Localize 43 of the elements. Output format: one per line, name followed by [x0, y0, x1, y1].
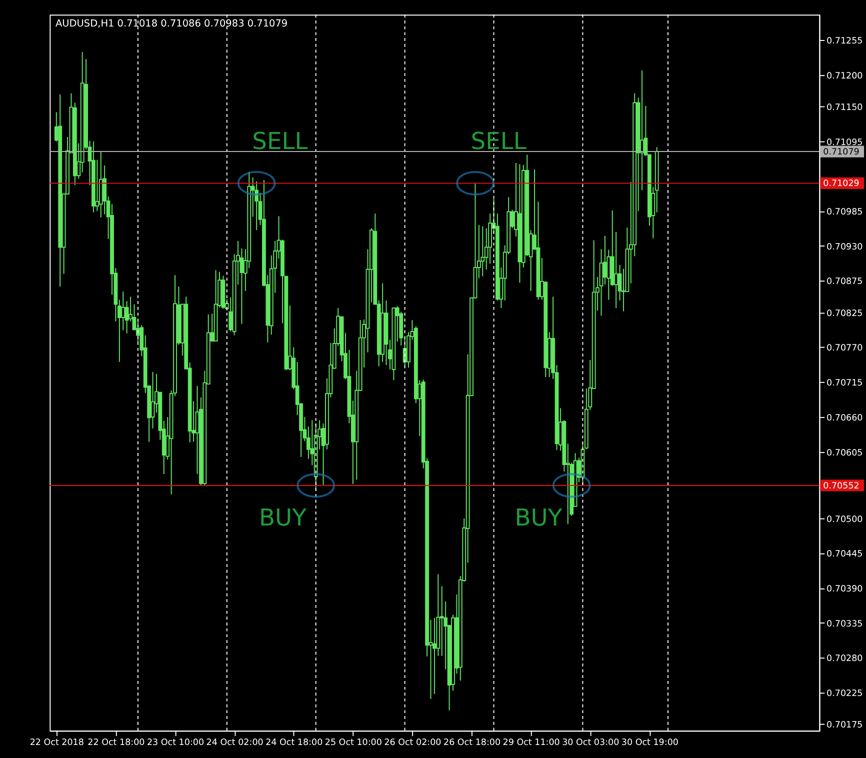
y-tick-label: 0.70335	[826, 619, 863, 630]
annotation: BUY	[514, 503, 563, 532]
y-tick-label: 0.71255	[826, 36, 863, 46]
annotation: BUY	[259, 503, 308, 532]
ref-line-label: 0.71079	[823, 147, 860, 158]
x-tick-label: 30 Oct 03:00	[562, 738, 620, 748]
y-tick-label: 0.70825	[826, 308, 863, 319]
x-tick-label: 30 Oct 19:00	[621, 738, 678, 748]
y-tick-label: 0.70930	[826, 242, 863, 252]
x-tick-label: 22 Oct 2018	[30, 738, 84, 748]
y-tick-label: 0.70985	[826, 208, 863, 218]
y-tick-label: 0.71200	[826, 71, 863, 82]
annotation: SELL	[470, 127, 526, 156]
candlestick	[480, 226, 485, 277]
candlestick	[640, 70, 644, 191]
x-tick-label: 24 Oct 02:00	[206, 738, 264, 748]
y-tick-label: 0.70660	[826, 413, 863, 424]
y-tick-label: 0.70605	[826, 448, 863, 458]
x-tick-label: 29 Oct 11:00	[502, 738, 560, 748]
candlestick	[614, 232, 618, 309]
x-tick-label: 26 Oct 02:00	[384, 738, 442, 748]
y-tick-label: 0.70280	[826, 654, 863, 664]
candlestick	[150, 372, 155, 429]
chart-title: AUDUSD,H1 0.71018 0.71086 0.70983 0.71079	[56, 18, 288, 30]
x-tick-label: 22 Oct 18:00	[88, 738, 145, 748]
y-tick-label: 0.71095	[826, 138, 863, 148]
y-tick-label: 0.70770	[826, 344, 863, 354]
x-tick-label: 25 Oct 10:00	[324, 738, 382, 748]
ref-line-label: 0.71029	[823, 179, 860, 190]
x-tick-label: 24 Oct 18:00	[266, 738, 323, 748]
x-tick-label: 26 Oct 18:00	[443, 738, 501, 748]
candlestick	[121, 291, 126, 331]
ref-line-label: 0.70552	[823, 481, 860, 492]
y-tick-label: 0.70500	[826, 514, 863, 525]
y-tick-label: 0.70175	[826, 720, 863, 731]
y-tick-label: 0.70445	[826, 550, 863, 560]
y-tick-label: 0.70390	[826, 584, 863, 595]
annotation: SELL	[252, 127, 308, 156]
y-tick-label: 0.71150	[826, 102, 863, 113]
y-tick-label: 0.70225	[826, 689, 863, 700]
y-tick-label: 0.70715	[826, 378, 863, 389]
y-tick-label: 0.70875	[826, 277, 863, 288]
x-tick-label: 23 Oct 10:00	[146, 738, 204, 748]
